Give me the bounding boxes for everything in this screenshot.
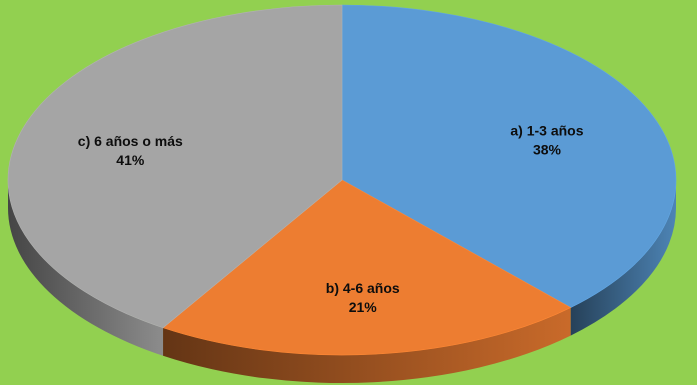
- data-label-category: c) 6 años o más: [78, 133, 183, 149]
- data-label-percent: 38%: [533, 141, 562, 157]
- data-label-category: b) 4-6 años: [326, 280, 400, 296]
- pie-slice-side: [7, 180, 164, 356]
- data-label-percent: 21%: [349, 299, 378, 315]
- data-label: a) 1-3 años 38%: [510, 122, 583, 157]
- pie-slice-side: [163, 307, 571, 384]
- data-label-percent: 41%: [116, 152, 145, 168]
- pie-sides: [7, 180, 676, 384]
- data-label: c) 6 años o más 41%: [78, 133, 183, 168]
- pie-slice: [7, 4, 343, 329]
- pie-labels: a) 1-3 años 38% b) 4-6 años 21% c) 6 años o …: [78, 122, 584, 315]
- pie-slice: [162, 179, 572, 356]
- data-label-category: a) 1-3 años: [510, 122, 583, 138]
- pie-slice-side: [570, 180, 676, 336]
- pie-tops: [7, 4, 677, 356]
- pie-slice: [341, 4, 677, 308]
- data-label: b) 4-6 años 21%: [326, 280, 400, 315]
